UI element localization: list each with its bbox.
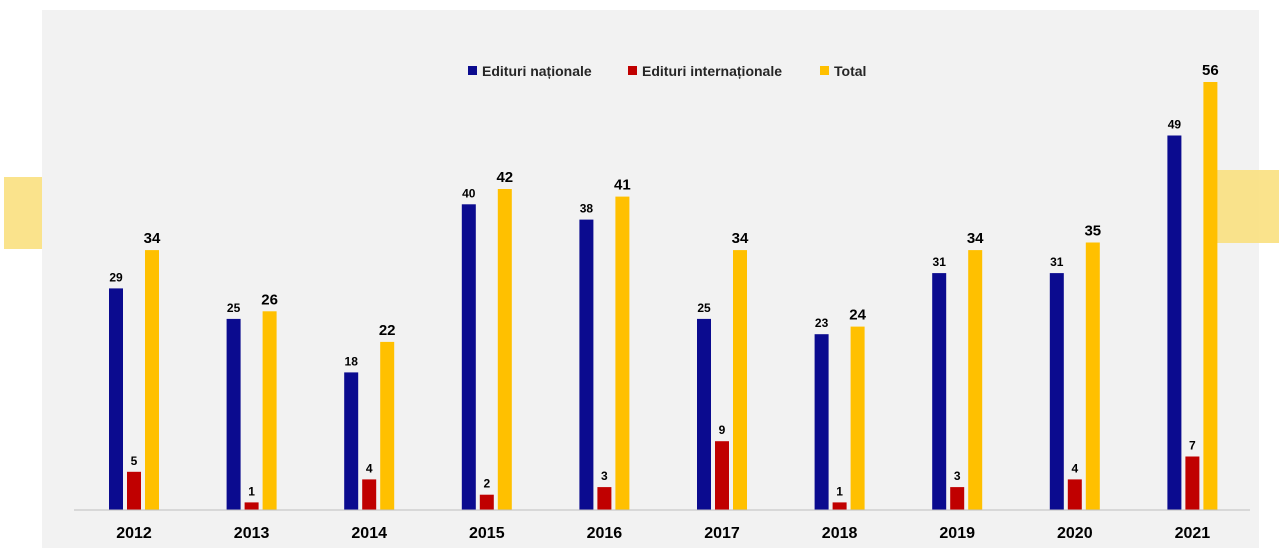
x-tick-label-2016: 2016: [587, 525, 623, 542]
bar-international-2012: [127, 471, 141, 510]
data-label-national-2021: 49: [1168, 118, 1182, 132]
data-label-international-2012: 5: [131, 454, 138, 468]
x-tick-label-2018: 2018: [822, 525, 858, 542]
legend-swatch-national: [468, 66, 477, 75]
data-label-national-2015: 40: [462, 186, 476, 200]
bar-international-2018: [832, 502, 847, 510]
x-tick-label-2019: 2019: [939, 525, 975, 542]
decorative-block-right: [1216, 170, 1279, 243]
data-label-international-2018: 1: [836, 484, 843, 498]
bar-international-2013: [244, 502, 259, 510]
bar-national-2016: [579, 219, 594, 510]
bar-international-2021: [1185, 456, 1200, 510]
data-label-international-2017: 9: [719, 423, 726, 437]
data-label-international-2014: 4: [366, 461, 373, 475]
bar-total-2017: [733, 250, 747, 510]
x-tick-label-2017: 2017: [704, 525, 740, 542]
data-label-total-2015: 42: [496, 169, 513, 186]
data-label-national-2020: 31: [1050, 255, 1064, 269]
legend-item-national: Edituri naționale: [468, 63, 592, 79]
bar-total-2016: [615, 196, 630, 510]
data-label-total-2021: 56: [1202, 62, 1219, 79]
bar-international-2014: [362, 479, 377, 510]
data-label-international-2015: 2: [483, 477, 490, 491]
bar-international-2020: [1067, 479, 1082, 510]
legend: Edituri naționale Edituri internaționale…: [468, 63, 866, 79]
bar-international-2017: [715, 441, 729, 510]
data-label-international-2020: 4: [1071, 461, 1078, 475]
bar-national-2013: [226, 318, 241, 510]
x-tick-label-2012: 2012: [116, 525, 152, 542]
bar-total-2015: [497, 189, 512, 510]
bar-total-2020: [1085, 242, 1100, 510]
data-labels-layer: 29 5 34 25 1 26 18 4 22 40 2 42 38 3 41 25 9 34 23 1 24 31 3 34…: [109, 62, 1218, 498]
x-tick-label-2015: 2015: [469, 525, 505, 542]
bars-layer: [109, 82, 1218, 511]
bar-national-2017: [697, 318, 711, 510]
legend-swatch-international: [628, 66, 637, 75]
bar-national-2015: [461, 204, 476, 511]
data-label-total-2013: 26: [261, 291, 278, 308]
legend-item-international: Edituri internaționale: [628, 63, 782, 79]
data-label-total-2020: 35: [1084, 223, 1101, 240]
data-label-national-2014: 18: [345, 354, 359, 368]
data-label-national-2017: 25: [697, 301, 711, 315]
data-label-international-2019: 3: [954, 469, 961, 483]
data-label-national-2018: 23: [815, 316, 829, 330]
bar-total-2019: [968, 250, 983, 510]
bar-national-2014: [344, 372, 359, 510]
data-label-total-2012: 34: [144, 230, 161, 247]
x-tick-label-2014: 2014: [351, 525, 387, 542]
data-label-total-2019: 34: [967, 230, 984, 247]
data-label-international-2013: 1: [248, 484, 255, 498]
data-label-national-2012: 29: [109, 270, 123, 284]
bar-international-2015: [479, 494, 494, 510]
bar-national-2018: [814, 334, 829, 510]
bar-international-2016: [597, 487, 612, 510]
data-label-international-2021: 7: [1189, 439, 1196, 453]
data-label-total-2016: 41: [614, 177, 631, 194]
bar-national-2019: [932, 273, 947, 510]
bar-total-2021: [1203, 82, 1218, 510]
bar-total-2012: [145, 250, 159, 510]
data-label-national-2016: 38: [580, 202, 594, 216]
bar-total-2018: [850, 326, 865, 510]
bar-national-2012: [109, 288, 123, 510]
bar-national-2021: [1167, 135, 1182, 510]
data-label-total-2014: 22: [379, 322, 396, 339]
data-label-national-2019: 31: [933, 255, 947, 269]
x-axis-ticks: 2012 2013 2014 2015 2016 2017 2018 2019 2020 2021: [116, 525, 1210, 542]
x-tick-label-2021: 2021: [1175, 525, 1211, 542]
bar-international-2019: [950, 487, 965, 510]
x-tick-label-2013: 2013: [234, 525, 270, 542]
legend-label-national: Edituri naționale: [482, 63, 592, 79]
legend-label-international: Edituri internaționale: [642, 63, 782, 79]
legend-item-total: Total: [820, 63, 866, 79]
bar-total-2014: [380, 341, 395, 510]
bar-national-2020: [1049, 273, 1064, 510]
legend-label-total: Total: [834, 63, 866, 79]
data-label-international-2016: 3: [601, 469, 608, 483]
data-label-total-2017: 34: [732, 230, 749, 247]
data-label-total-2018: 24: [849, 307, 866, 324]
bar-total-2013: [262, 311, 277, 510]
legend-swatch-total: [820, 66, 829, 75]
x-tick-label-2020: 2020: [1057, 525, 1093, 542]
data-label-national-2013: 25: [227, 301, 241, 315]
